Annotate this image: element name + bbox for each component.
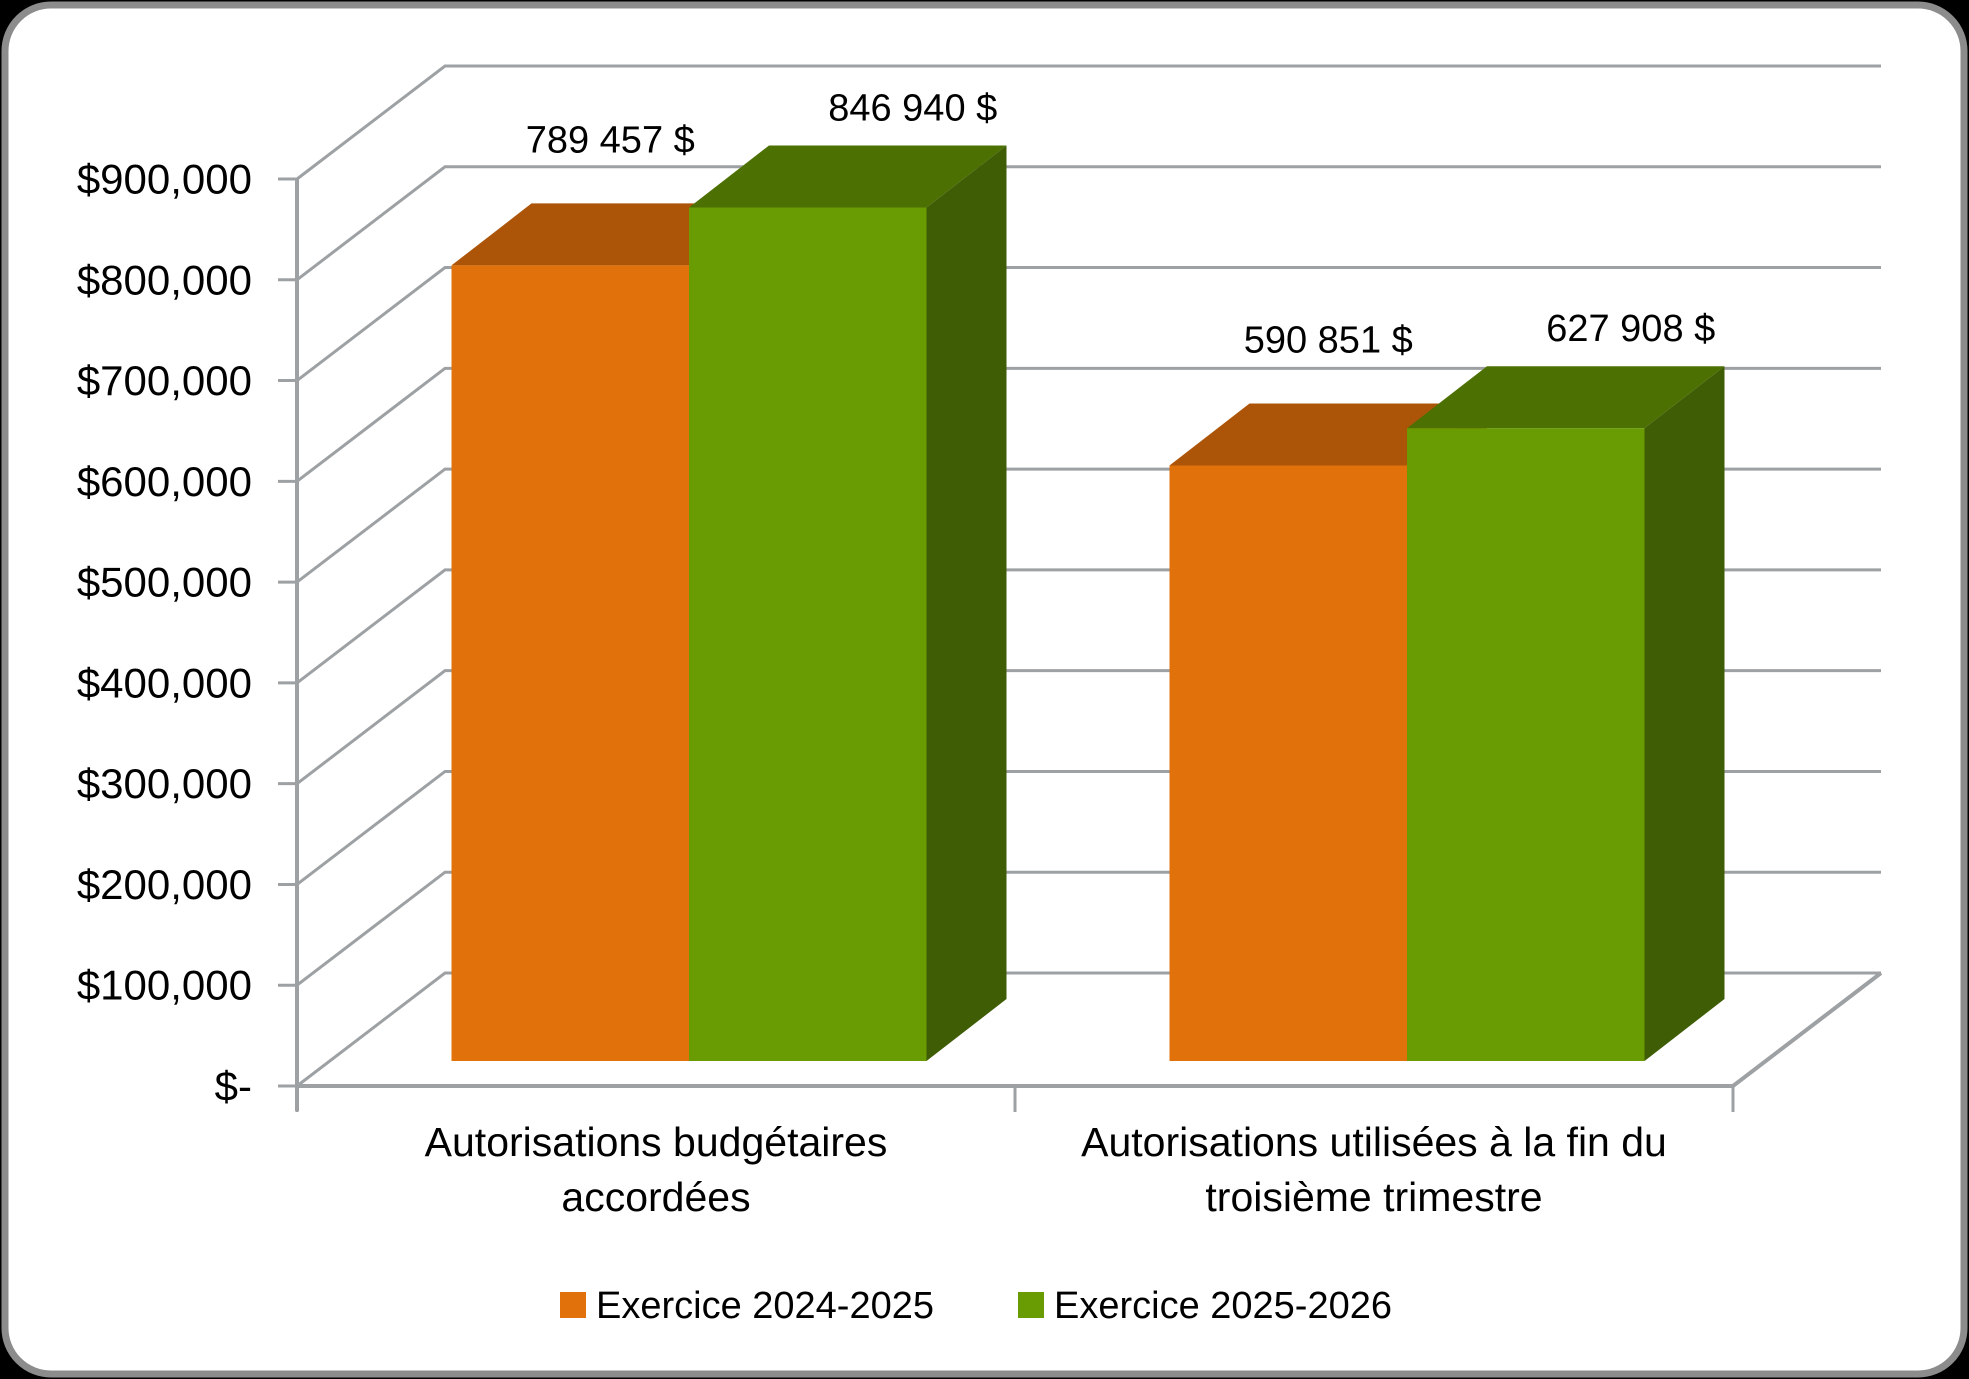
value-axis-label: $200,000 bbox=[77, 861, 252, 908]
gridline bbox=[296, 366, 1881, 483]
value-axis-label: $- bbox=[215, 1063, 252, 1110]
legend-label-1[interactable]: Exercice 2024-2025 bbox=[596, 1285, 934, 1327]
bar-top-s2-c2[interactable] bbox=[1407, 366, 1725, 429]
gridline bbox=[296, 64, 1881, 181]
value-axis-label: $500,000 bbox=[77, 559, 252, 606]
category-label-1: accordées bbox=[561, 1174, 750, 1220]
value-axis-label: $400,000 bbox=[77, 659, 252, 706]
value-axis-label: $800,000 bbox=[77, 256, 252, 303]
category-label-1: Autorisations budgétaires bbox=[425, 1119, 888, 1165]
legend-label-2[interactable]: Exercice 2025-2026 bbox=[1054, 1285, 1392, 1327]
data-label: 627 908 $ bbox=[1546, 308, 1715, 350]
bar-front-s2-c1[interactable] bbox=[689, 207, 927, 1062]
value-axis-label: $600,000 bbox=[77, 458, 252, 505]
bar-side-s2-c2[interactable] bbox=[1644, 366, 1725, 1062]
gridline bbox=[296, 266, 1881, 382]
category-label-2: Autorisations utilisées à la fin du bbox=[1081, 1119, 1667, 1165]
value-axis-label: $700,000 bbox=[77, 357, 252, 404]
bar-front-s1-c1[interactable] bbox=[451, 265, 690, 1061]
value-axis-label: $100,000 bbox=[77, 962, 252, 1009]
value-axis-label: $300,000 bbox=[77, 760, 252, 807]
data-label: 590 851 $ bbox=[1244, 320, 1413, 362]
gridline bbox=[296, 165, 1881, 281]
bar-side-s2-c1[interactable] bbox=[926, 145, 1007, 1062]
value-axis-label: $900,000 bbox=[77, 156, 252, 203]
bar-top-s2-c1[interactable] bbox=[689, 145, 1007, 208]
data-label: 789 457 $ bbox=[526, 119, 695, 161]
bar-front-s2-c2[interactable] bbox=[1407, 428, 1645, 1062]
legend-swatch-2[interactable] bbox=[1018, 1292, 1044, 1318]
category-label-2: troisième trimestre bbox=[1205, 1174, 1542, 1220]
bar-front-s1-c2[interactable] bbox=[1169, 465, 1408, 1062]
data-label: 846 940 $ bbox=[828, 87, 997, 129]
legend-swatch-1[interactable] bbox=[560, 1292, 586, 1318]
